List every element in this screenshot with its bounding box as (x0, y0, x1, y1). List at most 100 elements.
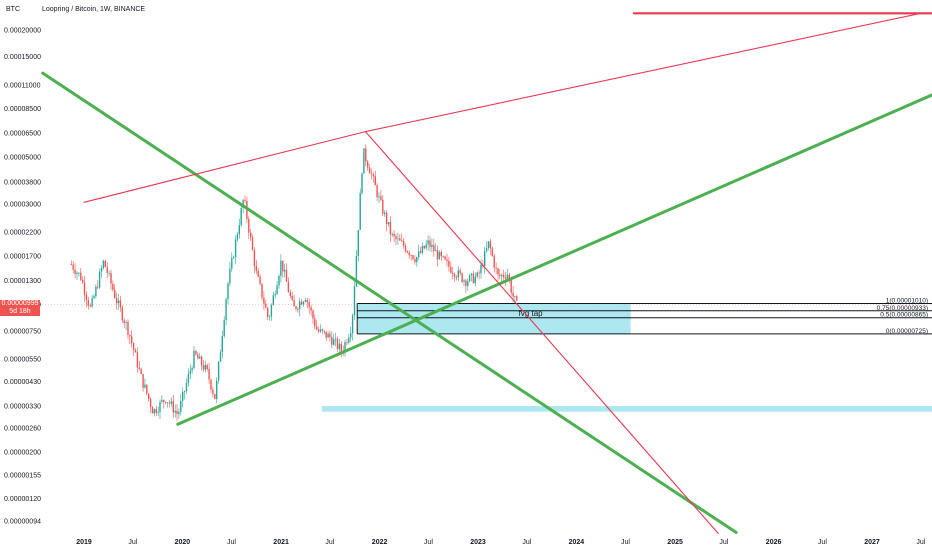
x-tick-label: 2025 (667, 539, 683, 546)
y-tick-label: 0.00000260 (4, 425, 41, 432)
candle-body (418, 251, 420, 258)
candle-body (333, 339, 335, 345)
candle-body (329, 333, 331, 338)
candle-body (114, 289, 116, 298)
candle-body (242, 199, 244, 208)
candle-body (516, 296, 518, 301)
candle-body (74, 269, 76, 275)
candle-body (512, 292, 514, 297)
candle-body (476, 272, 478, 277)
candle-body (117, 300, 120, 304)
candle-body (357, 230, 359, 256)
candle-body (402, 240, 405, 246)
candle-body (257, 270, 259, 277)
x-tick-label: 2022 (372, 539, 388, 546)
candle-body (382, 199, 384, 214)
candle-body (259, 276, 261, 284)
green-trendline (176, 93, 932, 426)
candle-body (93, 295, 95, 298)
candle-body (289, 292, 291, 296)
candle-body (199, 356, 201, 359)
candle-body (385, 212, 388, 225)
candle-body (367, 161, 369, 168)
candle-body (368, 167, 371, 174)
candle-body (427, 240, 429, 245)
candle-body (202, 365, 205, 370)
y-tick-label: 0.00005000 (4, 155, 41, 162)
y-tick-label: 0.00000430 (4, 379, 41, 386)
candle-body (378, 196, 380, 198)
candle-body (85, 294, 88, 300)
candle-body (510, 280, 512, 293)
y-tick-label: 0.00000094 (4, 519, 41, 526)
candle-body (274, 294, 276, 296)
candle-body (348, 337, 350, 343)
candle-body (234, 239, 237, 257)
candle-body (193, 351, 195, 369)
candle-body (395, 236, 397, 240)
candle-body (112, 283, 114, 290)
candle-body (223, 320, 225, 336)
candle-body (76, 272, 78, 274)
candle-body (131, 336, 133, 344)
candle-body (331, 337, 333, 345)
y-tick-label: 0.00000330 (4, 404, 41, 411)
candle-body (414, 259, 416, 263)
candle-body (253, 249, 256, 267)
candle-body (149, 398, 152, 408)
candle-body (206, 365, 208, 369)
candle-body (267, 307, 269, 317)
candle-body (110, 272, 112, 284)
candle-body (161, 400, 163, 402)
support-zone (321, 406, 932, 412)
candle-body (361, 173, 363, 193)
candle-body (233, 257, 235, 258)
x-tick-label: 2024 (569, 539, 585, 546)
candle-body (293, 300, 295, 307)
candle-body (380, 196, 382, 200)
candle-body (225, 299, 227, 320)
candle-body (119, 300, 122, 308)
x-tick-label: Jul (621, 539, 630, 546)
x-tick-label: 2023 (470, 539, 486, 546)
candle-body (408, 252, 410, 256)
candle-body (484, 251, 486, 267)
candle-body (467, 281, 469, 286)
x-tick-label: Jul (128, 539, 137, 546)
candle-body (282, 260, 284, 272)
candle-body (165, 401, 167, 403)
candle-body (221, 336, 223, 353)
y-tick-label: 0.00001700 (4, 253, 41, 260)
candle-body (95, 286, 97, 296)
y-tick-label: 0.00000550 (4, 357, 41, 364)
candle-body (268, 316, 271, 318)
y-tick-label: 0.00003000 (4, 201, 41, 208)
candle-body (176, 410, 178, 414)
x-tick-label: 2021 (273, 539, 289, 546)
candle-body (346, 342, 348, 343)
candle-body (146, 384, 148, 394)
fvg-zone (357, 303, 631, 334)
candle-body (508, 274, 510, 280)
candle-body (372, 174, 375, 177)
candle-body (287, 281, 290, 293)
candle-body (291, 296, 293, 300)
candle-body (487, 241, 490, 248)
candle-body (412, 255, 414, 260)
candle-body (502, 274, 505, 278)
candle-body (297, 309, 299, 310)
candle-body (125, 322, 127, 323)
candle-body (438, 252, 441, 260)
x-tick-label: Jul (325, 539, 334, 546)
candle-body (389, 222, 392, 235)
candle-body (325, 331, 327, 338)
candle-body (374, 176, 376, 186)
x-tick-label: 2019 (76, 539, 92, 546)
candle-body (485, 248, 488, 252)
candle-body (272, 295, 274, 305)
candle-body (489, 241, 492, 249)
candle-body (323, 330, 325, 332)
candle-body (263, 297, 265, 304)
